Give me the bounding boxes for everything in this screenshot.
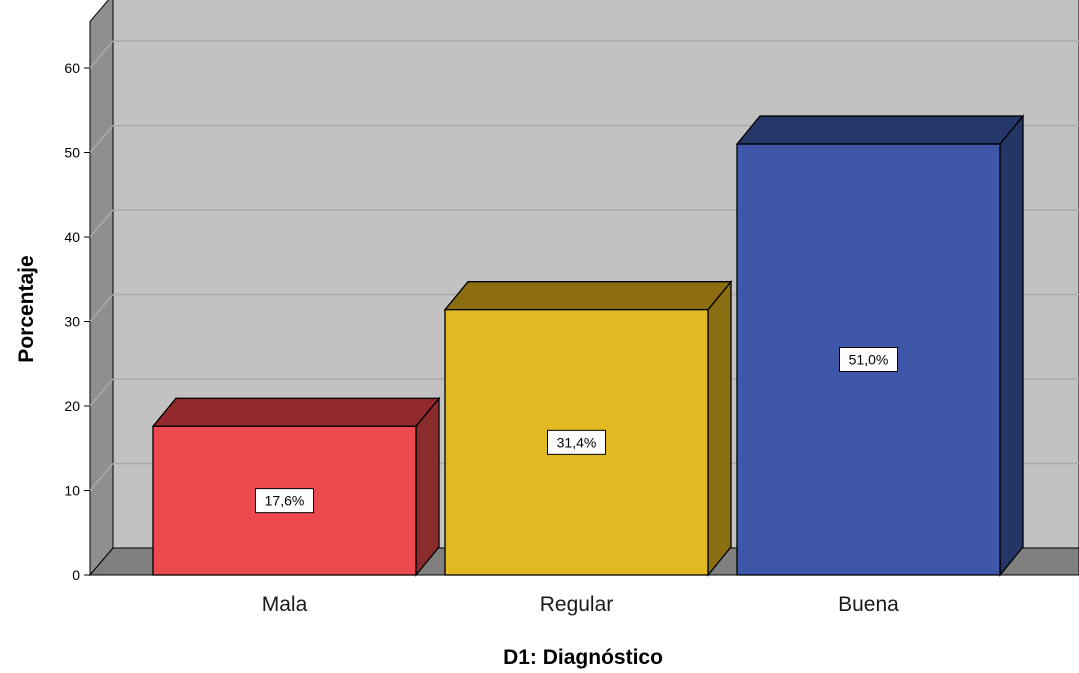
bar-buena: 51,0% xyxy=(735,114,1025,577)
bars: 17,6% 31,4% 51,0% xyxy=(151,114,1025,577)
gridline-side xyxy=(89,125,114,153)
y-axis-ticks: 0 10 20 30 40 50 60 xyxy=(64,60,90,583)
data-label: 51,0% xyxy=(849,352,889,368)
y-tick-label: 50 xyxy=(64,145,80,161)
gridline-side xyxy=(89,378,114,407)
bar-side xyxy=(999,114,1024,577)
gridline-side xyxy=(89,40,114,69)
y-axis-title: Porcentaje xyxy=(15,255,38,362)
x-tick-label: Regular xyxy=(540,593,614,616)
data-label-box xyxy=(547,429,606,455)
x-tick-label: Buena xyxy=(838,593,899,616)
x-axis-title: D1: Diagnóstico xyxy=(503,646,663,669)
plot-left-wall xyxy=(89,0,114,577)
x-tick-label: Mala xyxy=(262,593,308,616)
bar-top xyxy=(735,115,1025,145)
bar-top xyxy=(151,397,441,427)
data-label: 17,6% xyxy=(265,493,305,509)
bar-regular: 31,4% xyxy=(443,279,733,577)
bar-side xyxy=(707,279,732,577)
y-tick-label: 20 xyxy=(64,398,80,414)
data-label: 31,4% xyxy=(557,434,597,450)
y-tick-label: 30 xyxy=(64,314,80,330)
data-label-box xyxy=(839,347,898,373)
y-tick-label: 40 xyxy=(64,229,80,245)
gridline-side xyxy=(89,463,114,491)
y-tick-label: 10 xyxy=(64,483,80,499)
bar-top xyxy=(443,281,733,311)
bar-side xyxy=(415,396,440,577)
gridline-side xyxy=(89,294,114,322)
x-axis-tick-labels: Mala Regular Buena xyxy=(262,593,899,616)
y-tick-label: 0 xyxy=(72,567,80,583)
gridline-side xyxy=(89,209,114,238)
y-tick-label: 60 xyxy=(64,60,80,76)
bar-mala: 17,6% xyxy=(151,396,441,577)
data-label-box xyxy=(255,488,314,514)
